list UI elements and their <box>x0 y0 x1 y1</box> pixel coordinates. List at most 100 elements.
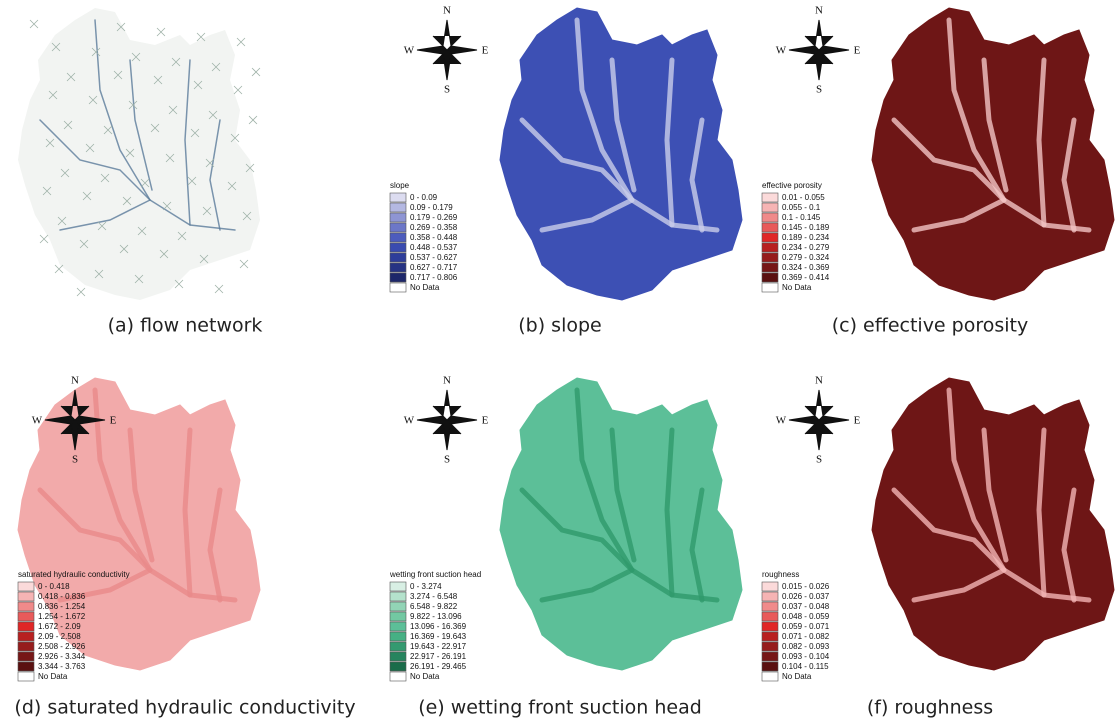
legend-label: 19.643 - 22.917 <box>410 642 467 651</box>
legend-label: 0.324 - 0.369 <box>782 263 830 272</box>
caption: (d) saturated hydraulic conductivity <box>14 697 355 719</box>
legend-swatch <box>18 652 34 661</box>
legend-swatch <box>18 662 34 671</box>
caption: (e) wetting front suction head <box>418 697 702 719</box>
legend-label: 0.537 - 0.627 <box>410 253 458 262</box>
tributary <box>237 38 245 46</box>
legend-label: 9.822 - 13.096 <box>410 612 462 621</box>
legend-swatch <box>390 283 406 292</box>
legend-swatch <box>18 612 34 621</box>
legend-label: 26.191 - 29.465 <box>410 662 467 671</box>
legend-title: roughness <box>762 570 799 579</box>
figure: (a) flow networkNSWEslope0 - 0.090.09 - … <box>0 0 1116 725</box>
tributary <box>252 68 260 76</box>
legend-swatch <box>390 253 406 262</box>
legend-label: 0.279 - 0.324 <box>782 253 830 262</box>
legend-swatch <box>762 642 778 651</box>
legend-label: 0.369 - 0.414 <box>782 273 830 282</box>
legend-swatch <box>390 612 406 621</box>
legend-label: 0.093 - 0.104 <box>782 652 830 661</box>
legend-label: 0.418 - 0.836 <box>38 592 86 601</box>
legend-label: 0.055 - 0.1 <box>782 203 821 212</box>
compass <box>417 390 477 450</box>
compass-e: E <box>482 45 489 57</box>
legend-label: 3.274 - 6.548 <box>410 592 458 601</box>
legend-label: 6.548 - 9.822 <box>410 602 458 611</box>
watershed <box>500 378 742 670</box>
tributary <box>249 116 257 124</box>
compass-e: E <box>854 45 861 57</box>
compass-n: N <box>71 375 79 387</box>
compass-e: E <box>110 415 117 427</box>
compass-s: S <box>816 454 822 466</box>
map <box>872 8 1114 300</box>
legend-swatch <box>390 193 406 202</box>
caption: (b) slope <box>518 315 601 337</box>
legend-label: 0.179 - 0.269 <box>410 213 458 222</box>
compass-n: N <box>443 5 451 17</box>
tributary <box>157 28 165 36</box>
legend-swatch <box>390 233 406 242</box>
legend-swatch <box>390 263 406 272</box>
watershed <box>18 8 260 300</box>
tributary <box>175 280 183 288</box>
legend-swatch <box>762 193 778 202</box>
legend-swatch <box>390 243 406 252</box>
legend-label: 0.048 - 0.059 <box>782 612 830 621</box>
legend-label: 0 - 3.274 <box>410 582 442 591</box>
compass-w: W <box>404 415 415 427</box>
legend-swatch <box>762 622 778 631</box>
map <box>500 8 742 300</box>
legend-label: 0.1 - 0.145 <box>782 213 821 222</box>
legend-swatch <box>762 273 778 282</box>
legend-label: 0.059 - 0.071 <box>782 622 830 631</box>
tributary <box>215 285 223 293</box>
legend-swatch <box>762 612 778 621</box>
legend-swatch <box>762 632 778 641</box>
compass <box>417 20 477 80</box>
legend-swatch <box>18 582 34 591</box>
legend-label: No Data <box>38 672 68 681</box>
legend-label: 16.369 - 19.643 <box>410 632 467 641</box>
legend-swatch <box>762 263 778 272</box>
legend-label: 0.026 - 0.037 <box>782 592 830 601</box>
legend-swatch <box>762 662 778 671</box>
caption: (a) flow network <box>108 315 263 337</box>
watershed <box>872 378 1114 670</box>
legend-swatch <box>390 672 406 681</box>
legend-swatch <box>390 602 406 611</box>
legend-label: 0.145 - 0.189 <box>782 223 830 232</box>
legend-swatch <box>390 213 406 222</box>
legend-swatch <box>390 582 406 591</box>
legend-swatch <box>18 632 34 641</box>
compass-w: W <box>776 45 787 57</box>
legend-swatch <box>390 223 406 232</box>
legend-label: 0.836 - 1.254 <box>38 602 86 611</box>
legend-swatch <box>390 592 406 601</box>
legend-title: slope <box>390 181 410 190</box>
legend-swatch <box>762 223 778 232</box>
legend-swatch <box>762 233 778 242</box>
compass-s: S <box>444 84 450 96</box>
legend-label: 0.037 - 0.048 <box>782 602 830 611</box>
legend-swatch <box>390 652 406 661</box>
watershed <box>500 8 742 300</box>
compass-s: S <box>72 454 78 466</box>
legend-label: 0.448 - 0.537 <box>410 243 458 252</box>
watershed <box>872 8 1114 300</box>
legend-label: No Data <box>410 283 440 292</box>
legend-label: 0.082 - 0.093 <box>782 642 830 651</box>
legend-swatch <box>18 592 34 601</box>
legend-swatch <box>762 203 778 212</box>
compass-e: E <box>482 415 489 427</box>
legend-title: effective porosity <box>762 181 822 190</box>
map <box>872 378 1114 670</box>
legend-label: 2.09 - 2.508 <box>38 632 81 641</box>
legend-label: No Data <box>410 672 440 681</box>
legend-label: 0 - 0.418 <box>38 582 70 591</box>
legend-label: 1.672 - 2.09 <box>38 622 81 631</box>
legend-swatch <box>762 672 778 681</box>
compass-n: N <box>815 5 823 17</box>
compass-n: N <box>443 375 451 387</box>
compass <box>789 20 849 80</box>
